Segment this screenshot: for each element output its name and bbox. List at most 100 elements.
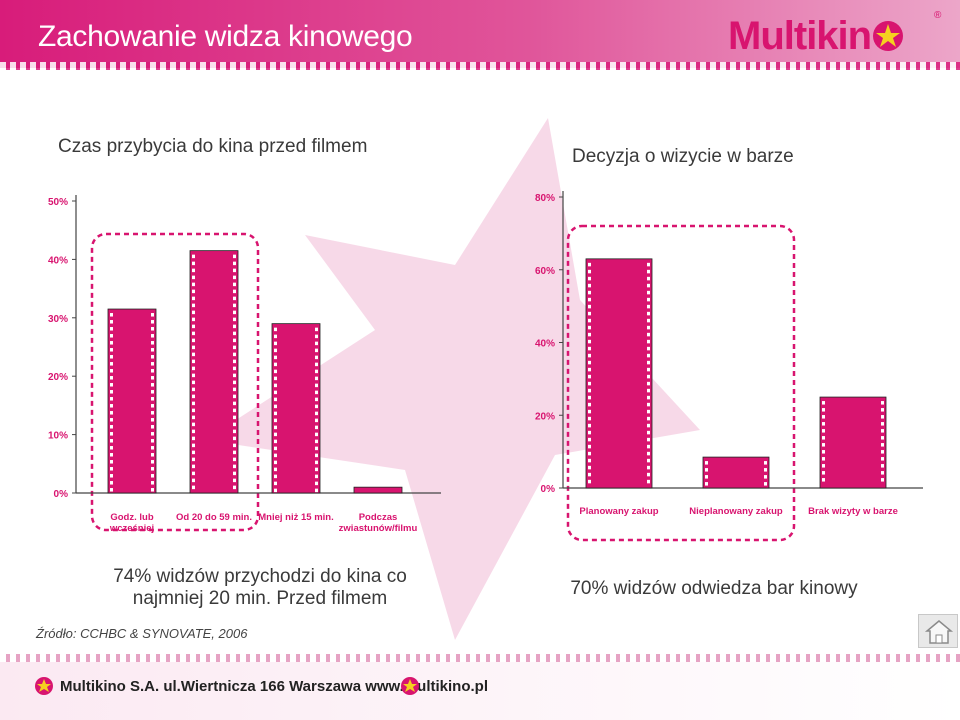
bar-perforation [274,390,277,395]
bar-perforation [274,474,277,479]
bar-perforation [588,423,591,428]
bar-perforation [822,457,825,461]
bar-perforation [588,325,591,330]
bar-perforation [647,346,650,351]
bar-perforation [192,282,195,287]
bar-perforation [151,334,154,338]
bar-perforation [151,411,154,415]
bar-perforation [192,296,195,301]
bar-perforation [822,401,825,405]
footer: Multikino S.A. ul.Wiertnicza 166 Warszaw… [0,662,960,720]
bar-perforation [588,276,591,281]
bar-perforation [192,261,195,266]
bar-perforation [647,479,650,484]
bar-perforation [588,416,591,421]
bar-perforation [192,415,195,420]
bar-perforation [233,296,236,301]
bar-perforation [192,443,195,448]
left-caption-line1: 74% widzów przychodzi do kina co [113,566,407,587]
bar-perforation [192,331,195,336]
bar-perforation [588,479,591,484]
bar-perforation [151,432,154,436]
bar-perforation [647,458,650,463]
bar-perforation [233,254,236,259]
bar [271,323,321,494]
bar-perforation [151,376,154,380]
bar [702,456,770,489]
bar-perforation [151,362,154,366]
category-label: Od 20 do 59 min. [176,512,252,523]
bar-perforation [315,341,318,346]
category-label: Podczas [359,512,398,523]
star-icon [35,677,53,695]
bar-perforation [274,467,277,472]
bar-perforation [151,397,154,401]
category-label: Brak wizyty w barze [808,506,898,517]
bar-perforation [274,348,277,353]
bar-perforation [315,453,318,458]
y-tick-label: 10% [48,431,68,442]
bar-perforation [151,439,154,443]
bar-perforation [881,422,884,426]
bar-perforation [315,362,318,367]
home-button[interactable] [918,614,958,648]
bar-perforation [233,303,236,308]
bar-perforation [110,369,113,373]
bar-perforation [151,453,154,457]
bar-perforation [151,341,154,345]
bar-perforation [233,457,236,462]
bar-perforation [588,311,591,316]
bar-perforation [315,439,318,444]
bar-perforation [881,443,884,447]
bar-perforation [233,324,236,329]
bar [819,396,887,489]
bar-perforation [647,353,650,358]
bar-perforation [274,369,277,374]
bar-perforation [588,367,591,372]
bar-perforation [881,401,884,405]
bar-perforation [110,334,113,338]
bar-perforation [233,380,236,385]
logo-star-icon [873,21,904,51]
bar-perforation [315,334,318,339]
bar-perforation [192,408,195,413]
bar-perforation [588,437,591,442]
bar-perforation [647,374,650,379]
bar [107,308,157,494]
bar-perforation [110,341,113,345]
category-label: Godz. lub [110,512,153,523]
bar-perforation [151,320,154,324]
bar-perforation [647,437,650,442]
bar-perforation [647,465,650,470]
bar-perforation [647,339,650,344]
bar-perforation [881,464,884,468]
bar-perforation [110,348,113,352]
bar-perforation [110,327,113,331]
bar-perforation [822,415,825,419]
bar-perforation [233,338,236,343]
bar-perforation [764,461,767,465]
bar-perforation [233,443,236,448]
bar-perforation [233,401,236,406]
bar-perforation [192,450,195,455]
bar-perforation [647,290,650,295]
bar-perforation [110,320,113,324]
bar-perforation [192,478,195,483]
bar-perforation [110,404,113,408]
bar-perforation [274,404,277,409]
bar-perforation [588,332,591,337]
bar-perforation [151,474,154,478]
bar-perforation [151,355,154,359]
bar-perforation [233,464,236,469]
bar-perforation [647,367,650,372]
bar-perforation [588,304,591,309]
bar-perforation [192,471,195,476]
bar-perforation [274,460,277,465]
bar-perforation [274,481,277,486]
bar-perforation [647,409,650,414]
bar-perforation [315,355,318,360]
bar-perforation [192,485,195,490]
bar-perforation [647,332,650,337]
bar-perforation [110,383,113,387]
bar-perforation [588,297,591,302]
